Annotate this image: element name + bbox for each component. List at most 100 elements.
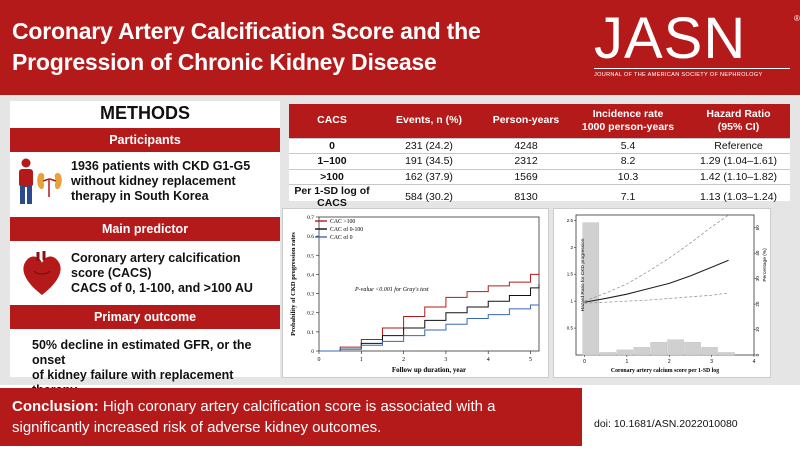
y-tick-label: 2 bbox=[570, 245, 573, 250]
x-tick-label: 1 bbox=[360, 357, 363, 363]
hr-line bbox=[584, 259, 729, 303]
x-axis-label: Coronary artery calcium score per 1-SD l… bbox=[611, 368, 719, 374]
col-header-incidence: Incidence rate 1000 person-years bbox=[569, 104, 687, 138]
y-tick-label: 0.3 bbox=[307, 292, 314, 298]
title-line-2: Progression of Chronic Kidney Disease bbox=[12, 49, 437, 75]
cumulative-incidence-chart: 0 0.1 0.2 0.3 0.4 0.5 0.6 0.7 0 1 2 3 4 5 CAC >100 CAC … bbox=[282, 208, 549, 378]
col-header-hazard: Hazard Ratio (95% CI) bbox=[687, 104, 790, 138]
heart-icon bbox=[23, 251, 61, 295]
y-axis-label: Probability of CKD progression rates bbox=[290, 232, 297, 336]
x-tick-label: 5 bbox=[529, 357, 532, 363]
table-row: >100 162 (37.9) 1569 10.3 1.42 (1.10–1.8… bbox=[289, 168, 790, 185]
predictor-line-1: Coronary artery calcification bbox=[71, 251, 241, 265]
page-title: Coronary Artery Calcification Score and … bbox=[12, 16, 481, 78]
annotation-text: P-value <0.001 for Gray's test bbox=[354, 286, 429, 293]
histogram-bar bbox=[718, 352, 735, 356]
participants-label: Participants bbox=[10, 128, 280, 152]
legend-label: CAC of 0-100 bbox=[330, 226, 363, 233]
x-tick-label: 2 bbox=[402, 357, 405, 363]
logo-divider bbox=[594, 68, 790, 69]
table-row: 1–100 191 (34.5) 2312 8.2 1.29 (1.04–1.6… bbox=[289, 153, 790, 169]
cell: 231 (24.2) bbox=[375, 137, 483, 154]
doi-area bbox=[582, 388, 800, 446]
logo-subtitle: JOURNAL OF THE AMERICAN SOCIETY OF NEPHR… bbox=[594, 72, 763, 78]
histogram-bar bbox=[582, 222, 600, 356]
cell: 162 (37.9) bbox=[375, 168, 483, 185]
y-axis-label: Hazard Ratio for CKD progression bbox=[580, 238, 586, 311]
predictor-label: Main predictor bbox=[10, 217, 280, 241]
logo-text: JASN bbox=[594, 6, 747, 71]
histogram-bar bbox=[616, 349, 633, 356]
participants-line-3: therapy in South Korea bbox=[71, 189, 209, 203]
y2-tick-label: 20 bbox=[755, 301, 760, 307]
logo-registered-mark: ® bbox=[794, 14, 800, 23]
cell: 584 (30.2) bbox=[375, 184, 483, 209]
y-tick-label: 0.7 bbox=[307, 215, 314, 221]
col-header-events: Events, n (%) bbox=[375, 104, 483, 138]
series-line-3 bbox=[319, 303, 540, 352]
cell: 1.29 (1.04–1.61) bbox=[687, 153, 790, 169]
y-tick-label: 0.6 bbox=[307, 234, 314, 240]
table-row: 0 231 (24.2) 4248 5.4 Reference bbox=[289, 137, 790, 154]
histogram-bar bbox=[633, 347, 650, 356]
cell: 10.3 bbox=[569, 168, 687, 185]
series-line-1 bbox=[319, 272, 540, 352]
conclusion-text-1: High coronary artery calcification score… bbox=[98, 398, 496, 415]
header-banner: Coronary Artery Calcification Score and … bbox=[0, 0, 800, 95]
hazard-ratio-svg: 0.5 1 1.5 2 2.5 0 10 20 30 40 50 0 1 2 3 4 Coronary arte… bbox=[567, 214, 768, 374]
y-tick-label: 1 bbox=[570, 299, 573, 304]
histogram-bar bbox=[667, 339, 684, 356]
legend-label: CAC >100 bbox=[330, 219, 355, 225]
cell: 5.4 bbox=[569, 137, 687, 154]
outcome-label: Primary outcome bbox=[10, 305, 280, 329]
y-tick-label: 1.5 bbox=[567, 272, 574, 277]
histogram-bar bbox=[599, 352, 617, 356]
cell: >100 bbox=[289, 168, 375, 185]
y-tick-label: 0.5 bbox=[567, 326, 574, 331]
table-header-row: CACS Events, n (%) Person-years Incidenc… bbox=[289, 104, 790, 138]
conclusion-box: Conclusion: High coronary artery calcifi… bbox=[0, 388, 582, 446]
outcome-line-1: 50% decline in estimated GFR, or the ons… bbox=[32, 338, 252, 367]
cell: 4248 bbox=[483, 137, 569, 154]
predictor-line-3: CACS of 0, 1-100, and >100 AU bbox=[71, 281, 253, 295]
col-header-cacs: CACS bbox=[289, 104, 375, 138]
y2-tick-label: 50 bbox=[755, 225, 760, 231]
x-tick-label: 4 bbox=[753, 359, 756, 365]
ci-line bbox=[584, 214, 729, 302]
col-header-person-years: Person-years bbox=[483, 104, 569, 138]
y2-tick-label: 0 bbox=[755, 353, 760, 356]
x-tick-label: 0 bbox=[318, 357, 321, 363]
legend-label: CAC of 0 bbox=[330, 234, 353, 241]
cell: Reference bbox=[687, 137, 790, 154]
y-tick-label: 0 bbox=[311, 349, 314, 355]
predictor-line-2: score (CACS) bbox=[71, 266, 152, 280]
methods-title: METHODS bbox=[100, 103, 190, 123]
cell: 191 (34.5) bbox=[375, 153, 483, 169]
cell: 7.1 bbox=[569, 184, 687, 209]
y-tick-label: 0.4 bbox=[307, 272, 314, 278]
results-table: CACS Events, n (%) Person-years Incidenc… bbox=[289, 104, 790, 209]
histogram-bar bbox=[684, 342, 701, 356]
y2-tick-label: 40 bbox=[755, 250, 760, 256]
patient-kidney-icon bbox=[19, 158, 62, 204]
x-tick-label: 0 bbox=[583, 359, 586, 365]
cell: 8130 bbox=[483, 184, 569, 209]
cell: Per 1-SD log of CACS bbox=[289, 184, 375, 209]
cell: 1.13 (1.03–1.24) bbox=[687, 184, 790, 209]
cell: 1569 bbox=[483, 168, 569, 185]
y2-axis-label: Percentage (%) bbox=[762, 248, 768, 282]
conclusion-label: Conclusion: bbox=[12, 398, 99, 415]
cell: 8.2 bbox=[569, 153, 687, 169]
participants-line-2: without kidney replacement bbox=[71, 174, 236, 188]
y-tick-label: 0.1 bbox=[307, 330, 314, 336]
cell: 1–100 bbox=[289, 153, 375, 169]
series-line-2 bbox=[319, 284, 540, 352]
y2-tick-label: 30 bbox=[755, 276, 760, 282]
x-tick-label: 4 bbox=[487, 357, 490, 363]
histogram-bar bbox=[701, 347, 718, 356]
y-tick-label: 2.5 bbox=[567, 218, 574, 223]
cell: 2312 bbox=[483, 153, 569, 169]
title-line-1: Coronary Artery Calcification Score and … bbox=[12, 18, 481, 44]
histogram-bar bbox=[650, 342, 667, 356]
